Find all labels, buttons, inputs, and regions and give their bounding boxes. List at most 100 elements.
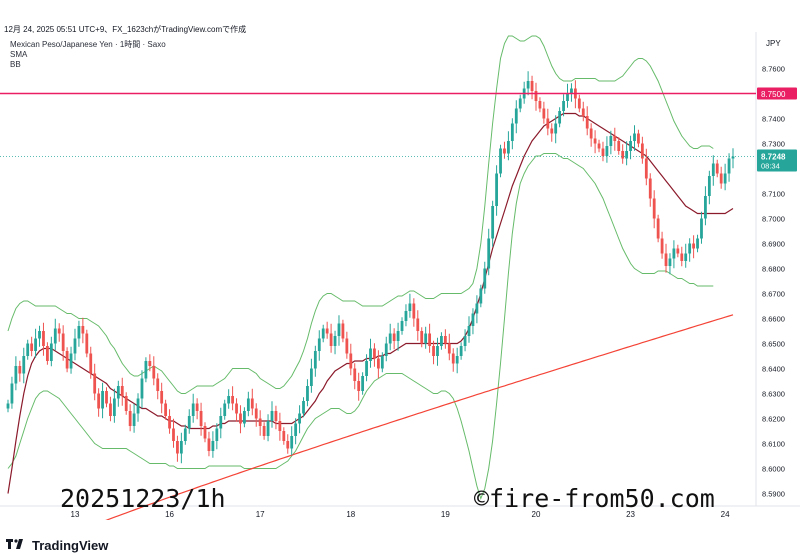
candle-body: [404, 311, 408, 321]
candle-body: [357, 381, 361, 391]
candle-body: [707, 176, 711, 196]
candle-body: [534, 91, 538, 101]
candle-body: [136, 398, 140, 414]
y-tick-label: 8.7100: [762, 190, 785, 199]
candle-body: [270, 411, 274, 421]
candle-body: [644, 158, 648, 179]
candle-body: [526, 81, 530, 89]
y-tick-label: 8.6300: [762, 390, 785, 399]
candle-body: [633, 133, 636, 141]
candle-body: [597, 143, 601, 149]
candle-body: [254, 408, 258, 419]
candle-body: [589, 128, 593, 139]
x-tick-label: 19: [441, 510, 450, 519]
candle-body: [467, 326, 471, 336]
tradingview-brand[interactable]: TradingView: [32, 537, 109, 553]
candle-body: [168, 416, 171, 429]
candle-body: [148, 361, 152, 366]
candle-body: [258, 418, 262, 426]
candle-body: [77, 326, 81, 339]
candle-body: [42, 331, 45, 346]
candle-body: [613, 136, 617, 141]
candle-body: [337, 323, 341, 336]
candle-body: [719, 173, 723, 184]
candle-body: [176, 441, 179, 454]
sma-indicator-label[interactable]: SMA: [10, 50, 28, 59]
candle-body: [558, 111, 562, 124]
candle-body: [428, 333, 432, 346]
candle-body: [97, 393, 101, 409]
candle-body: [317, 338, 321, 351]
candle-body: [152, 366, 156, 379]
site-watermark: ©fire-from50.com: [474, 484, 715, 513]
sma-long-line: [105, 314, 734, 520]
candle-body: [715, 163, 719, 174]
candle-body: [109, 403, 112, 416]
tradingview-logo-icon[interactable]: [6, 538, 26, 553]
candle-body: [676, 248, 680, 254]
candle-body: [160, 391, 164, 404]
candle-body: [349, 353, 353, 369]
y-tick-label: 8.6600: [762, 315, 785, 324]
y-tick-label: 8.6000: [762, 465, 785, 474]
x-tick-label: 18: [346, 510, 355, 519]
candle-body: [412, 303, 416, 319]
candle-body: [156, 378, 160, 391]
candle-body: [503, 148, 506, 154]
candle-body: [219, 416, 223, 429]
candle-body: [290, 436, 294, 449]
candle-body: [183, 428, 187, 441]
bb-indicator-label[interactable]: BB: [10, 60, 21, 69]
candle-body: [637, 133, 640, 144]
candle-body: [499, 148, 502, 174]
candle-body: [479, 288, 483, 304]
x-tick-label: 24: [721, 510, 730, 519]
candle-body: [321, 328, 325, 339]
y-tick-label: 8.6100: [762, 440, 785, 449]
y-tick-label: 8.6700: [762, 290, 785, 299]
candle-body: [688, 243, 692, 254]
candle-body: [345, 338, 349, 354]
chart-caption: 12月 24, 2025 05:51 UTC+9、FX_1623chがTradi…: [4, 25, 247, 34]
candle-body: [128, 411, 132, 426]
candle-body: [235, 403, 238, 414]
candle-body: [309, 368, 313, 386]
candle-body: [191, 403, 195, 416]
x-tick-label: 13: [71, 510, 80, 519]
candle-body: [388, 333, 392, 344]
candle-body: [373, 348, 376, 359]
candle-body: [629, 141, 632, 151]
candle-body: [443, 336, 447, 344]
candle-body: [711, 163, 715, 176]
candle-body: [684, 253, 688, 261]
candle-body: [408, 303, 412, 311]
y-tick-label: 8.6500: [762, 340, 785, 349]
currency-label: JPY: [766, 39, 781, 48]
x-tick-label: 17: [256, 510, 265, 519]
candle-body: [609, 136, 613, 146]
candle-body: [274, 411, 278, 421]
candle-body: [116, 386, 120, 399]
candle-body: [447, 343, 451, 354]
candle-body: [376, 358, 380, 369]
candle-body: [93, 373, 97, 394]
candle-body: [424, 333, 428, 344]
candle-body: [246, 398, 250, 411]
candle-body: [34, 338, 37, 351]
candle-body: [455, 356, 459, 364]
symbol-label[interactable]: Mexican Peso/Japanese Yen · 1時間 · Saxo: [10, 40, 166, 49]
candle-body: [495, 173, 498, 206]
candle-body: [577, 98, 581, 109]
candle-body: [341, 323, 345, 339]
candle-body: [440, 336, 443, 346]
candle-body: [384, 343, 388, 356]
candle-body: [6, 403, 10, 409]
candle-body: [124, 396, 128, 411]
candle-body: [668, 258, 672, 266]
price-chart[interactable]: JPY8.76008.75008.74008.73008.72008.71008…: [0, 32, 800, 520]
candle-body: [530, 81, 534, 91]
x-tick-label: 23: [626, 510, 635, 519]
horizontal-line-tag: [757, 87, 797, 100]
candle-body: [101, 391, 104, 409]
candle-body: [605, 146, 609, 156]
